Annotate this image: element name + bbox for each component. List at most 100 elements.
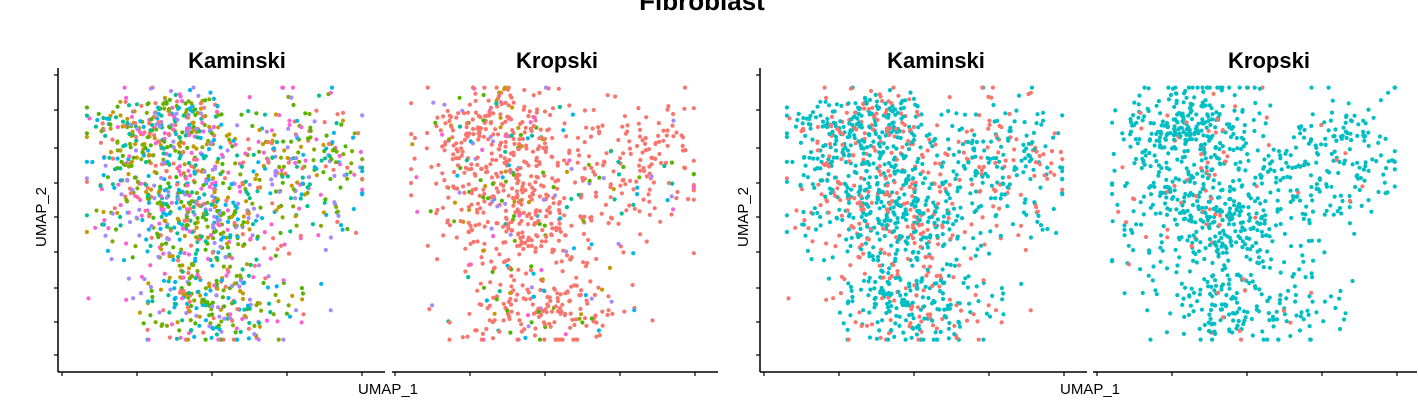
scatter-point — [1248, 247, 1253, 252]
scatter-point — [195, 269, 200, 274]
scatter-point — [1227, 206, 1233, 211]
scatter-point — [177, 263, 182, 268]
scatter-point — [192, 298, 197, 303]
scatter-point — [1180, 203, 1185, 208]
scatter-point — [229, 182, 234, 187]
scatter-point — [291, 102, 296, 108]
scatter-point — [515, 167, 520, 172]
scatter-point — [1213, 130, 1218, 135]
scatter-point — [1256, 255, 1262, 260]
scatter-point — [481, 92, 486, 98]
scatter-point — [193, 321, 198, 326]
scatter-point — [1290, 165, 1295, 170]
scatter-point — [1255, 196, 1260, 201]
scatter-point — [491, 295, 496, 300]
scatter-point — [215, 103, 220, 109]
scatter-point — [212, 190, 217, 195]
scatter-point — [574, 283, 579, 288]
scatter-point — [634, 143, 640, 149]
scatter-point — [126, 103, 132, 108]
scatter-point — [936, 201, 941, 206]
scatter-point — [1172, 188, 1177, 193]
scatter-point — [858, 287, 864, 292]
scatter-point — [869, 322, 875, 327]
scatter-point — [209, 131, 214, 136]
scatter-point — [1000, 181, 1005, 186]
scatter-point — [1292, 284, 1297, 289]
scatter-point — [175, 117, 180, 122]
scatter-point — [1199, 307, 1204, 312]
scatter-point — [131, 296, 136, 301]
scatter-point — [895, 168, 900, 173]
scatter-point — [310, 222, 315, 227]
scatter-point — [515, 207, 520, 212]
scatter-point — [806, 226, 811, 231]
scatter-point — [881, 275, 886, 280]
scatter-point — [130, 187, 135, 192]
scatter-point — [140, 217, 145, 223]
scatter-point — [233, 161, 238, 166]
scatter-point — [154, 127, 159, 132]
scatter-point — [1363, 163, 1368, 169]
scatter-point — [1045, 226, 1050, 232]
scatter-point — [1218, 318, 1223, 323]
scatter-point — [490, 139, 496, 144]
scatter-point — [134, 215, 139, 220]
scatter-point — [991, 187, 996, 192]
scatter-point — [980, 174, 985, 179]
scatter-point — [892, 180, 897, 185]
scatter-point — [178, 335, 183, 340]
scatter-point — [977, 113, 982, 118]
scatter-point — [107, 155, 112, 160]
scatter-point — [1160, 119, 1165, 124]
scatter-point — [255, 189, 260, 194]
scatter-point — [270, 201, 275, 206]
scatter-point — [1376, 189, 1381, 195]
scatter-point — [130, 255, 135, 260]
scatter-point — [164, 168, 169, 174]
scatter-point — [1018, 192, 1023, 197]
scatter-point — [130, 129, 135, 134]
scatter-point — [662, 163, 667, 169]
scatter-point — [1228, 240, 1233, 245]
scatter-point — [627, 178, 633, 183]
scatter-point — [1138, 222, 1144, 227]
scatter-point — [523, 297, 528, 302]
scatter-point — [502, 85, 508, 90]
scatter-point — [838, 181, 843, 186]
scatter-point — [300, 297, 305, 302]
scatter-point — [911, 124, 917, 130]
scatter-point — [1192, 95, 1197, 100]
scatter-point — [257, 320, 262, 326]
scatter-point — [557, 104, 563, 110]
scatter-point — [914, 293, 919, 298]
scatter-point — [947, 95, 952, 100]
scatter-point — [915, 103, 920, 109]
scatter-point — [199, 234, 204, 239]
scatter-point — [1254, 304, 1259, 309]
scatter-point — [906, 173, 911, 179]
scatter-point — [509, 186, 515, 191]
scatter-point — [1231, 131, 1236, 137]
scatter-point — [503, 201, 508, 206]
scatter-point — [482, 224, 487, 229]
scatter-point — [257, 324, 262, 329]
scatter-point — [915, 286, 920, 291]
scatter-point — [210, 304, 215, 309]
scatter-point — [299, 286, 304, 291]
scatter-point — [843, 182, 849, 187]
scatter-point — [897, 323, 902, 328]
scatter-point — [124, 241, 129, 246]
scatter-point — [657, 139, 662, 144]
scatter-point — [314, 108, 319, 113]
scatter-point — [844, 189, 849, 194]
scatter-point — [927, 186, 932, 191]
scatter-point — [211, 96, 216, 101]
scatter-point — [823, 99, 828, 104]
scatter-point — [886, 337, 891, 342]
scatter-point — [1200, 85, 1205, 90]
scatter-point — [269, 222, 274, 227]
scatter-point — [1180, 302, 1185, 307]
scatter-point — [1298, 243, 1303, 248]
scatter-point — [284, 311, 289, 316]
